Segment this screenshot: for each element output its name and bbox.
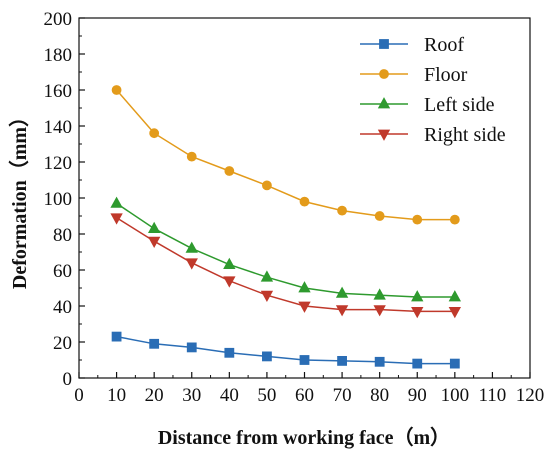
data-point-roof <box>299 355 310 365</box>
data-point-floor <box>374 211 385 221</box>
series-roof <box>111 331 460 369</box>
data-point-left-side <box>147 221 161 234</box>
ticks: 0 10 20 30 40 50 60 70 80 90 100 110 120 0 20 40 60 80 100… <box>44 9 545 406</box>
x-tick-label: 0 <box>74 385 84 406</box>
x-tick-label: 40 <box>220 385 239 406</box>
y-tick-label: 140 <box>44 117 73 138</box>
series-line-left-side <box>116 202 455 298</box>
data-point-right-side <box>298 301 311 313</box>
data-point-roof <box>262 351 272 362</box>
data-point-left-side <box>373 288 386 300</box>
data-point-floor <box>337 205 347 216</box>
data-point-floor <box>299 196 310 207</box>
y-tick-label: 200 <box>44 9 73 30</box>
series-left-side <box>110 196 462 302</box>
x-tick-label: 110 <box>479 385 507 406</box>
data-point-floor <box>186 151 197 162</box>
x-tick-label: 50 <box>257 385 276 406</box>
legend-label: Right side <box>424 124 506 146</box>
legend-marker <box>379 69 389 79</box>
data-point-floor <box>412 214 423 225</box>
series-line-right-side <box>116 217 455 313</box>
legend-marker <box>377 129 391 141</box>
x-axis-title: Distance from working face（m） <box>158 426 450 449</box>
data-point-left-side <box>223 257 236 270</box>
data-point-right-side <box>223 276 236 288</box>
legend-marker <box>377 97 391 109</box>
legend-item-floor: Floor <box>360 64 468 86</box>
data-point-right-side <box>411 306 424 319</box>
y-tick-label: 40 <box>53 297 72 318</box>
data-point-floor <box>224 166 235 176</box>
x-tick-label: 30 <box>182 385 201 406</box>
series-floor <box>111 85 460 225</box>
y-tick-label: 120 <box>44 153 73 174</box>
data-point-floor <box>449 214 460 225</box>
x-tick-label: 10 <box>107 385 126 406</box>
data-point-right-side <box>147 236 161 249</box>
data-point-right-side <box>185 258 198 270</box>
y-tick-label: 80 <box>53 225 72 246</box>
data-point-left-side <box>411 290 424 302</box>
data-point-floor <box>111 85 122 95</box>
legend-label: Roof <box>424 34 464 56</box>
legend-item-roof: Roof <box>360 34 464 56</box>
data-point-right-side <box>110 213 123 225</box>
data-point-left-side <box>335 286 349 298</box>
data-point-left-side <box>185 241 198 253</box>
data-point-roof <box>374 356 385 367</box>
legend-item-left-side: Left side <box>360 94 495 116</box>
data-point-roof <box>111 331 122 342</box>
data-point-floor <box>149 128 160 139</box>
series-line-roof <box>116 335 455 365</box>
data-point-roof <box>186 342 197 353</box>
y-tick-label: 60 <box>53 261 72 282</box>
data-point-left-side <box>110 196 123 208</box>
data-point-left-side <box>298 281 311 293</box>
data-point-left-side <box>260 270 274 282</box>
y-tick-label: 100 <box>44 189 73 210</box>
data-point-roof <box>337 355 347 366</box>
data-point-roof <box>412 358 423 369</box>
data-point-roof <box>224 347 235 358</box>
y-tick-label: 160 <box>44 81 73 102</box>
data-point-left-side <box>448 290 462 302</box>
x-tick-label: 120 <box>516 385 545 406</box>
legend-marker <box>379 39 389 49</box>
x-tick-label: 60 <box>295 385 314 406</box>
data-point-right-side <box>373 305 386 317</box>
series-line-floor <box>116 89 455 221</box>
y-tick-label: 0 <box>63 369 73 390</box>
x-tick-label: 100 <box>441 385 470 406</box>
legend-label: Left side <box>424 94 495 116</box>
series-right-side <box>110 213 462 319</box>
legend-label: Floor <box>424 64 468 86</box>
series-layer <box>110 85 462 369</box>
legend: Roof Floor Left side Right side <box>360 34 506 146</box>
y-tick-label: 180 <box>44 45 73 66</box>
data-point-floor <box>262 180 272 191</box>
y-axis-title: Deformation（mm） <box>8 107 31 289</box>
x-tick-label: 80 <box>370 385 389 406</box>
y-tick-label: 20 <box>53 333 72 354</box>
data-point-roof <box>449 358 460 369</box>
data-point-right-side <box>260 290 274 303</box>
x-tick-label: 70 <box>333 385 352 406</box>
data-point-right-side <box>335 305 349 317</box>
data-point-right-side <box>448 306 462 319</box>
x-tick-label: 90 <box>408 385 427 406</box>
x-tick-label: 20 <box>145 385 164 406</box>
data-point-roof <box>149 338 160 349</box>
legend-item-right-side: Right side <box>360 124 506 146</box>
